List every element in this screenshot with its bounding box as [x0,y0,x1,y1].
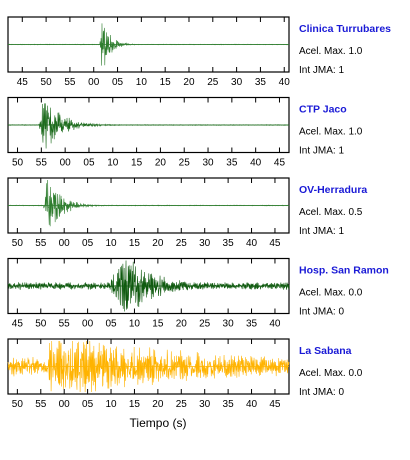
x-tick-label: 10 [105,238,117,249]
x-tick-label: 55 [59,319,71,330]
station-name: CTP Jaco [299,104,347,116]
x-tick-label: 35 [246,319,258,330]
x-tick-label: 10 [107,158,119,169]
x-tick-label: 50 [12,238,24,249]
jma-intensity-label: Int JMA: 1 [299,65,344,76]
x-tick-label: 05 [82,238,94,249]
x-tick-label: 25 [199,319,211,330]
x-tick-label: 10 [136,77,148,88]
x-tick-label: 50 [35,319,47,330]
x-tick-label: 40 [269,319,281,330]
max-acceleration-label: Acel. Max. 1.0 [299,127,363,138]
x-tick-label: 55 [36,158,48,169]
jma-intensity-label: Int JMA: 1 [299,146,344,157]
x-tick-label: 30 [202,158,214,169]
trace-waveform [7,260,290,312]
x-tick-label: 00 [59,238,71,249]
panel-1: 45 50 55 00 05 10 15 20 25 30 35 40 Clinica Turrubar… [7,16,391,88]
x-tick-label: 35 [223,399,235,410]
trace-waveform [7,179,290,227]
x-tick-label: 05 [82,399,94,410]
x-tick-label: 45 [17,77,29,88]
x-tick-label: 15 [160,77,172,88]
x-tick-label: 00 [88,77,100,88]
trace-waveform [7,340,290,393]
jma-intensity-label: Int JMA: 1 [299,226,344,237]
x-tick-label: 55 [35,238,47,249]
station-name: Clinica Turrubares [299,23,391,35]
x-tick-label: 30 [231,77,243,88]
x-tick-label: 20 [183,77,195,88]
x-tick-label: 40 [279,77,291,88]
trace-waveform [7,103,290,149]
panel-5: 50 55 00 05 10 15 20 25 30 35 40 45 La Sabana Acel. M… [7,338,363,410]
x-tick-label: 55 [64,77,76,88]
x-tick-label: 30 [199,238,211,249]
x-tick-label: 40 [246,399,258,410]
x-tick-label: 00 [59,399,71,410]
panel-4: 45 50 55 00 05 10 15 20 25 30 35 40 Hosp. San Ramon A… [7,257,389,330]
x-tick-label: 35 [255,77,267,88]
x-tick-label: 05 [105,319,117,330]
x-tick-label: 55 [35,399,47,410]
x-tick-label: 15 [129,399,141,410]
x-tick-label: 45 [274,158,286,169]
station-name: Hosp. San Ramon [299,265,389,277]
panel-2: 50 55 00 05 10 15 20 25 30 35 40 45 CTP Jaco Acel. Ma… [7,96,363,169]
jma-intensity-label: Int JMA: 0 [299,307,344,318]
x-tick-label: 35 [223,238,235,249]
max-acceleration-label: Acel. Max. 0.0 [299,288,363,299]
x-tick-label: 00 [60,158,72,169]
x-tick-label: 20 [152,399,164,410]
x-tick-label: 30 [223,319,235,330]
x-tick-label: 40 [246,238,258,249]
max-acceleration-label: Acel. Max. 1.0 [299,46,363,57]
panel-3: 50 55 00 05 10 15 20 25 30 35 40 45 OV-Herradura Acel… [7,177,367,249]
x-tick-label: 25 [179,158,191,169]
max-acceleration-label: Acel. Max. 0.5 [299,207,363,218]
x-tick-label: 25 [176,399,188,410]
x-tick-label: 20 [155,158,167,169]
x-tick-label: 40 [250,158,262,169]
x-tick-label: 10 [129,319,141,330]
x-tick-label: 05 [83,158,95,169]
x-tick-label: 35 [226,158,238,169]
jma-intensity-label: Int JMA: 0 [299,387,344,398]
x-tick-label: 15 [131,158,143,169]
x-tick-label: 20 [152,238,164,249]
x-tick-label: 05 [112,77,124,88]
x-tick-label: 50 [12,158,24,169]
x-tick-label: 15 [152,319,164,330]
seismogram-panels: 45 50 55 00 05 10 15 20 25 30 35 40 Clinica Turrubar… [7,16,391,410]
x-tick-label: 10 [105,399,117,410]
station-name: La Sabana [299,345,352,357]
x-tick-label: 50 [41,77,53,88]
trace-waveform [7,23,290,66]
x-tick-label: 45 [269,238,281,249]
x-tick-label: 45 [12,319,24,330]
station-name: OV-Herradura [299,184,367,196]
x-tick-label: 25 [207,77,219,88]
x-axis-title: Tiempo (s) [130,416,187,430]
x-tick-label: 20 [176,319,188,330]
x-tick-label: 25 [176,238,188,249]
x-tick-label: 45 [269,399,281,410]
x-tick-label: 15 [129,238,141,249]
max-acceleration-label: Acel. Max. 0.0 [299,368,363,379]
x-tick-label: 30 [199,399,211,410]
x-tick-label: 50 [12,399,24,410]
x-tick-label: 00 [82,319,94,330]
